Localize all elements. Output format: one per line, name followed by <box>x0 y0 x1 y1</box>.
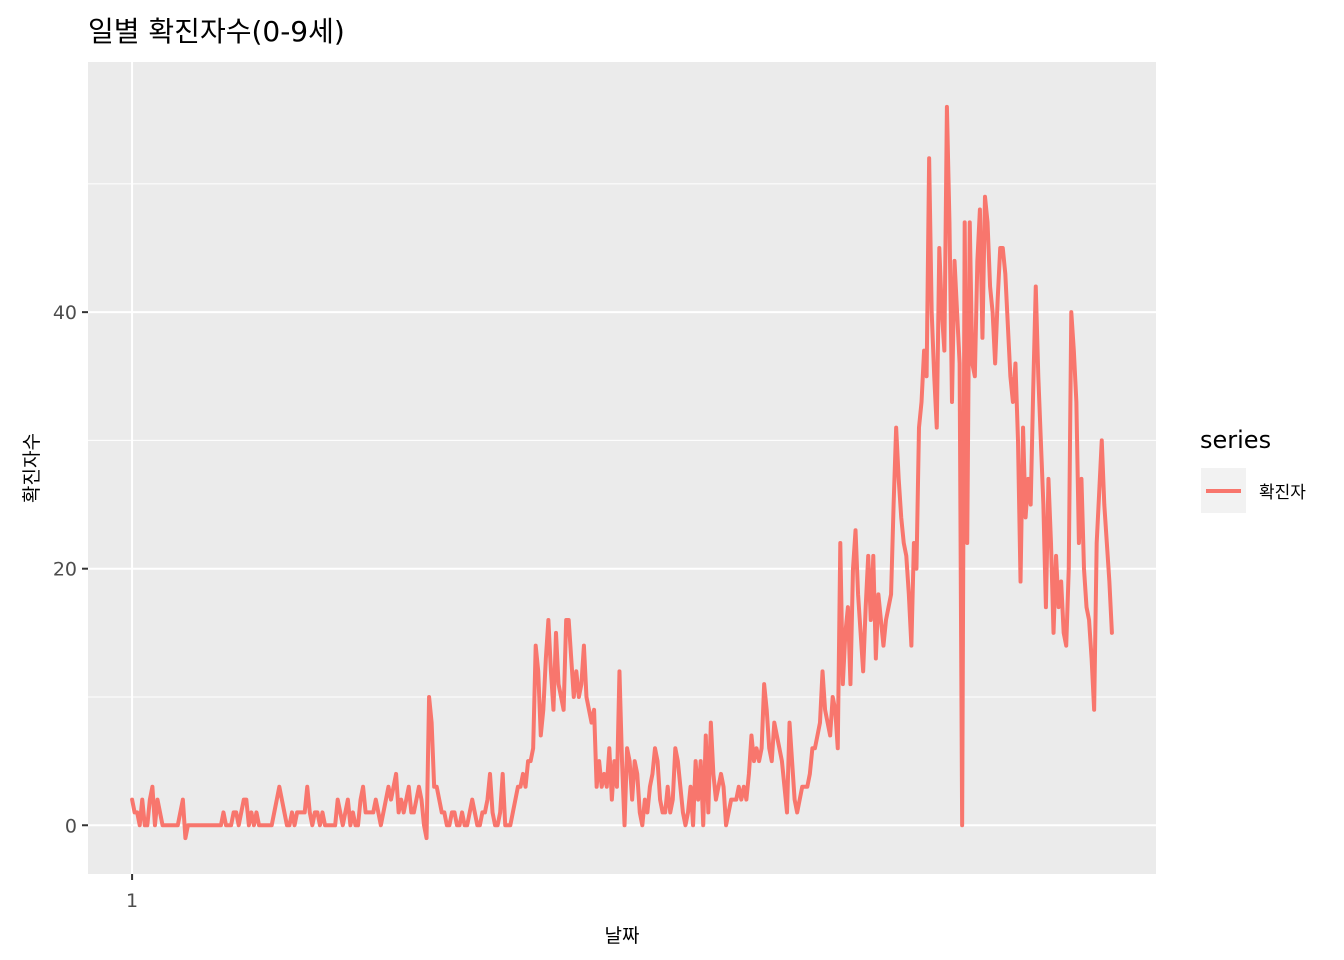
chart-title: 일별 확진자수(0-9세) <box>88 15 345 48</box>
series-layer <box>130 104 1114 841</box>
x-axis: 1 <box>126 874 138 912</box>
y-tick-label: 20 <box>53 559 77 581</box>
y-axis-title: 확진자수 <box>21 433 43 503</box>
y-tick-label: 0 <box>65 815 77 837</box>
legend: series 확진자 <box>1200 426 1306 513</box>
x-axis-title: 날짜 <box>605 925 640 947</box>
legend-label: 확진자 <box>1259 483 1306 503</box>
y-axis: 0 20 40 <box>53 302 88 837</box>
y-tick-label: 40 <box>53 302 77 324</box>
x-tick-label: 1 <box>126 890 138 912</box>
series-line <box>130 104 1114 841</box>
legend-title: series <box>1200 426 1271 454</box>
